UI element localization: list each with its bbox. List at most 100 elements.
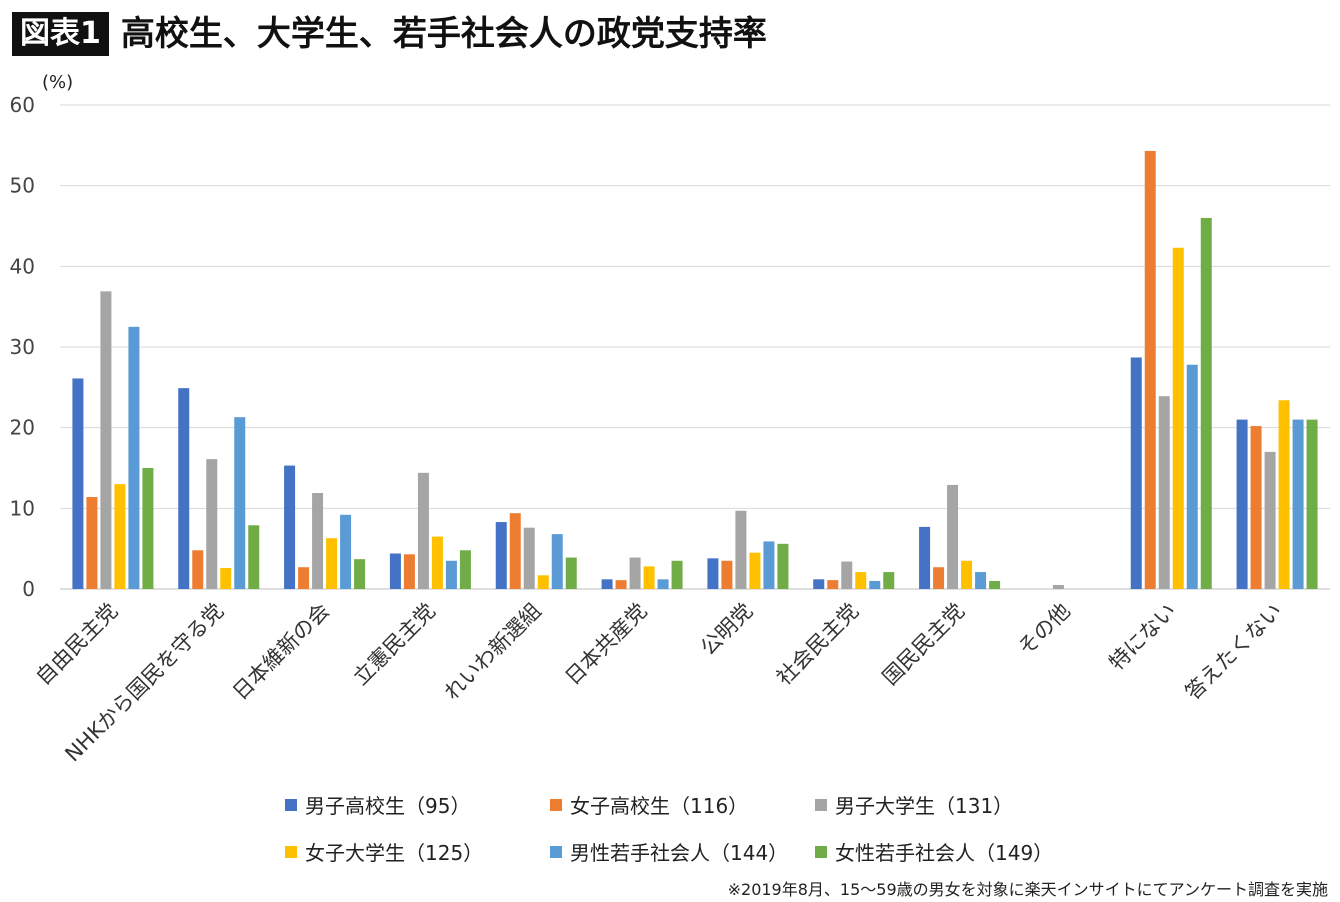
bar [284,465,296,589]
bar [643,566,655,589]
legend-label: 男子大学生（131） [835,794,1014,818]
bar [509,513,521,589]
bar [312,493,324,589]
footnote: ※2019年8月、15〜59歳の男女を対象に楽天インサイトにてアンケート調査を実… [727,880,1328,899]
bar [763,541,775,589]
x-category-label: 立憲民主党 [349,599,440,690]
x-category-label: 特にない [1104,599,1180,675]
bar [1278,400,1290,589]
bar [565,557,577,589]
bar [523,527,535,589]
x-category-label: その他 [1013,599,1075,661]
chart-title: 高校生、大学生、若手社会人の政党支持率 [120,14,767,54]
bar [933,567,945,589]
bar [1144,150,1156,590]
bar [178,388,190,589]
bar [459,550,471,589]
bar [721,560,733,589]
bar [707,558,719,589]
bar [495,522,507,589]
legend-swatch [815,798,827,811]
x-category-label: 公明党 [696,599,758,661]
legend-swatch [285,798,297,811]
y-tick-label: 50 [10,174,35,198]
bar [1264,451,1276,589]
bar [1186,364,1198,589]
x-category-label: 答えたくない [1181,599,1287,705]
bar [234,417,246,589]
bar [1130,357,1142,589]
legend-label: 男性若手社会人（144） [570,841,789,865]
legend-item: 女子大学生（125） [285,837,550,866]
y-tick-label: 60 [10,93,35,117]
x-category-label: れいわ新選組 [440,599,546,705]
chart-header: 図表1 高校生、大学生、若手社会人の政党支持率 [12,12,767,56]
bar [326,538,338,589]
bar [1172,247,1184,589]
bar [354,559,366,589]
bar [142,468,154,589]
bar [777,543,789,589]
bar [1158,396,1170,589]
bar [114,484,126,589]
legend-swatch [285,845,297,858]
bar [671,560,683,589]
legend-item: 男子大学生（131） [815,790,1080,819]
bar [975,572,987,589]
legend-swatch [815,845,827,858]
legend-swatch [550,845,562,858]
bar [551,534,563,589]
bar [1250,426,1262,589]
y-tick-label: 40 [10,254,35,278]
x-category-label: 社会民主党 [772,599,863,690]
chart-legend: 男子高校生（95） 女子高校生（116） 男子大学生（131） 女子大学生（125） 男… [285,790,1085,866]
bar [128,326,140,589]
x-category-label: 日本維新の会 [228,599,334,705]
bar [340,514,352,589]
y-axis-unit-label: (%) [42,72,74,93]
bar [445,560,457,589]
legend-item: 男子高校生（95） [285,790,550,819]
y-tick-label: 0 [22,577,35,601]
legend-label: 女子大学生（125） [305,841,484,865]
bar [1052,584,1064,589]
bar [601,579,613,589]
bar [827,580,839,589]
legend-label: 女性若手社会人（149） [835,841,1054,865]
bar [989,580,1001,589]
y-tick-label: 30 [10,335,35,359]
bar [431,536,443,589]
legend-item: 女子高校生（116） [550,790,815,819]
bar [298,567,310,589]
bar [883,572,895,589]
bar [403,554,415,589]
bar [749,552,761,589]
x-category-label: 国民民主党 [878,599,969,690]
bar [72,378,84,589]
bar [86,497,98,589]
bar [248,525,260,589]
legend-swatch [550,798,562,811]
bar [615,580,627,589]
legend-label: 女子高校生（116） [570,794,749,818]
y-tick-label: 10 [10,496,35,520]
y-tick-label: 20 [10,416,35,440]
figure-badge: 図表1 [12,12,109,56]
bar [537,575,549,589]
x-category-label: 自由民主党 [31,599,122,690]
bar [192,550,204,589]
bar [206,459,218,589]
bar [1236,419,1248,589]
x-category-label: 日本共産党 [560,599,651,690]
bar [919,526,931,589]
bar [100,291,112,589]
bar [961,560,973,589]
bar [657,579,669,589]
bar [869,580,881,589]
bar [220,568,232,589]
legend-item: 男性若手社会人（144） [550,837,815,866]
bar [1200,217,1212,589]
bar [947,484,959,589]
legend-item: 女性若手社会人（149） [815,837,1080,866]
